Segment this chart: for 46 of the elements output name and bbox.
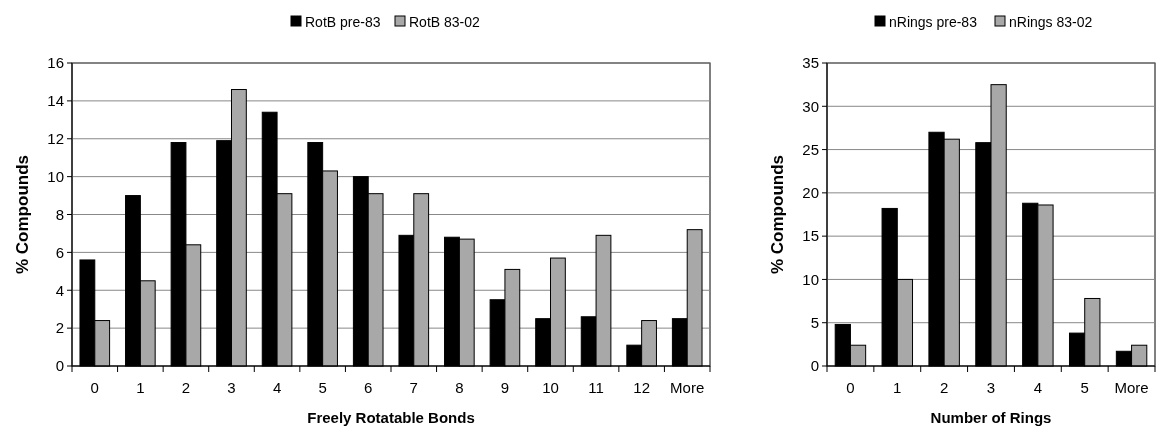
x-tick-label: 4 — [272, 379, 282, 396]
x-tick-label: 12 — [633, 379, 650, 396]
y-tick-label: 10 — [47, 167, 64, 185]
y-tick-label: 16 — [47, 54, 64, 72]
y-tick-label: 25 — [802, 140, 819, 158]
legend-label: nRings 83-02 — [1009, 13, 1093, 30]
x-tick-label: More — [1114, 379, 1149, 396]
x-tick-label: More — [670, 379, 705, 396]
legend-label: RotB pre-83 — [305, 13, 381, 30]
y-tick-label: 14 — [47, 92, 64, 110]
x-tick-label: 8 — [455, 379, 464, 396]
x-tick-label: 5 — [318, 379, 327, 396]
y-tick-label: 20 — [802, 184, 819, 202]
x-tick-label: 2 — [181, 379, 191, 396]
x-tick-label: 7 — [409, 379, 418, 396]
y-tick-label: 0 — [55, 357, 64, 375]
x-axis-title: Number of Rings — [930, 409, 1052, 426]
legend-label: nRings pre-83 — [889, 13, 978, 30]
x-tick-label: 9 — [500, 379, 510, 396]
y-tick-label: 2 — [55, 319, 64, 337]
y-tick-label: 0 — [810, 357, 819, 375]
y-tick-label: 5 — [810, 313, 819, 331]
x-tick-label: 0 — [90, 379, 99, 396]
y-axis-title: % Compounds — [13, 155, 32, 274]
x-tick-label: 6 — [364, 379, 373, 396]
x-tick-label: 0 — [846, 379, 855, 396]
x-tick-label: 1 — [893, 379, 902, 396]
y-tick-label: 6 — [55, 243, 64, 261]
x-tick-label: 11 — [588, 379, 604, 396]
y-axis-title: % Compounds — [768, 155, 787, 274]
y-tick-label: 30 — [802, 97, 819, 115]
x-tick-label: 2 — [939, 379, 949, 396]
y-tick-label: 4 — [55, 281, 64, 299]
x-tick-label: 1 — [136, 379, 145, 396]
x-tick-label: 3 — [227, 379, 236, 396]
y-tick-label: 12 — [47, 130, 64, 147]
x-tick-label: 10 — [542, 379, 559, 396]
x-tick-label: 5 — [1080, 379, 1089, 396]
y-tick-label: 10 — [802, 270, 819, 288]
legend-label: RotB 83-02 — [409, 13, 481, 30]
y-tick-label: 8 — [55, 205, 64, 223]
x-tick-label: 3 — [986, 379, 996, 396]
y-tick-label: 35 — [802, 54, 819, 72]
x-tick-label: 4 — [1033, 379, 1043, 396]
y-tick-label: 15 — [802, 227, 819, 245]
x-axis-title: Freely Rotatable Bonds — [307, 409, 475, 426]
